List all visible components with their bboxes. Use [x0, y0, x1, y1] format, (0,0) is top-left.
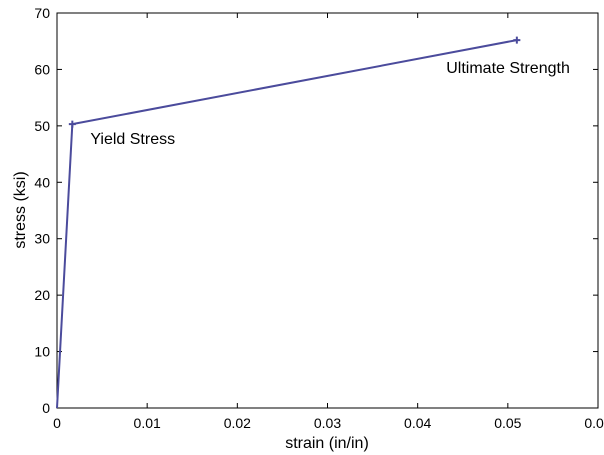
y-tick-label: 30: [34, 231, 50, 247]
y-tick-label: 10: [34, 344, 50, 360]
x-tick-label: 0.05: [494, 415, 521, 431]
plot-area: [56, 12, 599, 409]
ticks-layer: 0 0.01 0.02 0.03 0.04 0.05 0.06 0 10 20 30 40 50 60 70: [34, 5, 604, 431]
y-tick-label: 70: [34, 5, 50, 21]
x-tick-label: 0.02: [224, 415, 251, 431]
y-tick-label: 40: [34, 174, 50, 190]
x-tick-label: 0.01: [134, 415, 161, 431]
series-layer: [56, 36, 521, 409]
x-tick-label: 0: [53, 415, 61, 431]
y-axis-label: stress (ksi): [12, 171, 29, 248]
ultimate-strength-label: Ultimate Strength: [446, 60, 570, 77]
y-tick-label: 0: [42, 400, 50, 416]
yield-stress-label: Yield Stress: [90, 131, 175, 148]
data-point-marker: [513, 36, 521, 44]
y-tick-label: 20: [34, 287, 50, 303]
data-point-marker: [68, 120, 76, 128]
x-tick-label: 0.06: [584, 415, 604, 431]
x-tick-label: 0.04: [404, 415, 431, 431]
x-axis-label: strain (in/in): [285, 435, 369, 452]
annotations-layer: Yield Stress Ultimate Strength: [90, 60, 570, 148]
x-tick-label: 0.03: [314, 415, 341, 431]
y-tick-label: 60: [34, 61, 50, 77]
y-tick-label: 50: [34, 118, 50, 134]
